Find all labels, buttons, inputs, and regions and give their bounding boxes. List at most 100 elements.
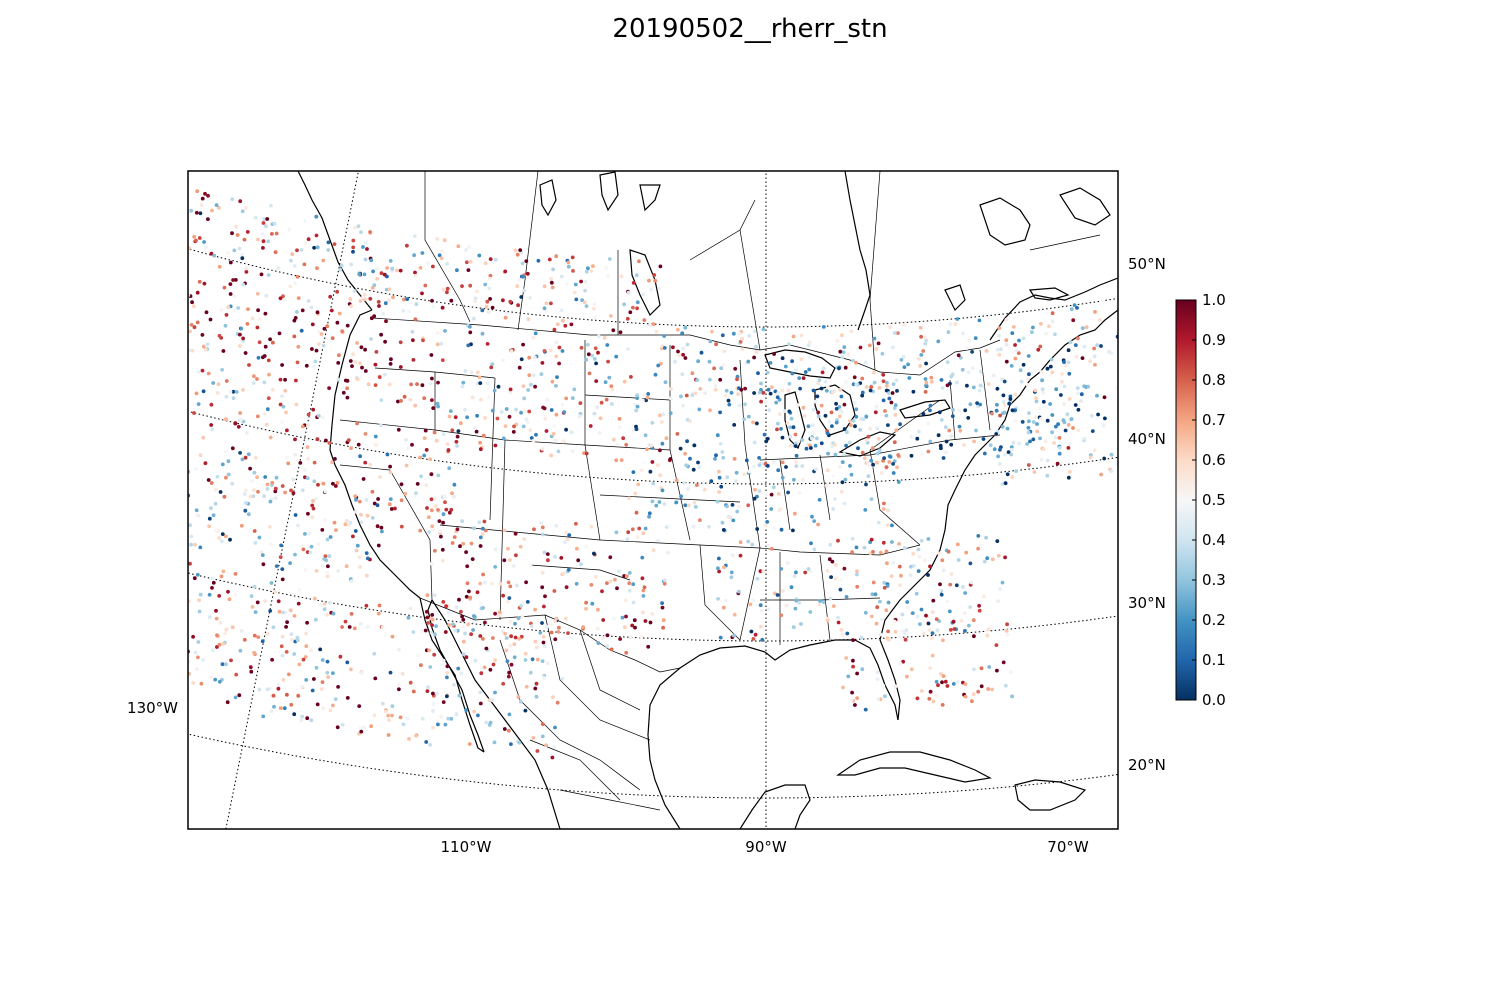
station-point (508, 619, 513, 624)
station-point (645, 447, 649, 452)
station-point (709, 479, 714, 484)
station-point (311, 506, 316, 511)
station-point (1001, 393, 1006, 398)
station-point (431, 691, 435, 696)
station-point (855, 696, 859, 700)
station-point (255, 377, 259, 381)
station-point (406, 446, 410, 451)
station-point (493, 658, 497, 662)
station-point (521, 384, 526, 388)
station-point (851, 418, 856, 423)
station-point (971, 385, 976, 390)
station-point (871, 550, 875, 554)
station-point (454, 439, 459, 444)
station-point (823, 379, 828, 384)
station-point (321, 415, 325, 420)
station-point (508, 299, 513, 304)
station-point (344, 564, 349, 569)
station-point (1009, 447, 1014, 452)
station-point (479, 671, 484, 676)
station-point (280, 484, 285, 488)
station-point (197, 598, 202, 603)
station-point (1002, 379, 1007, 384)
station-point (315, 437, 320, 442)
station-point (863, 610, 868, 615)
station-point (560, 403, 565, 407)
station-point (736, 392, 740, 396)
station-point (1076, 391, 1080, 395)
station-point (731, 331, 736, 336)
station-point (1093, 310, 1097, 314)
station-point (324, 558, 329, 563)
station-point (605, 581, 609, 585)
station-point (915, 614, 920, 619)
station-point (385, 266, 389, 270)
station-point (1088, 455, 1093, 460)
station-point (688, 456, 692, 461)
station-point (363, 257, 368, 262)
station-point (880, 351, 885, 356)
station-point (233, 278, 238, 282)
station-point (372, 651, 377, 656)
station-point (534, 681, 539, 686)
station-point (303, 532, 307, 536)
station-point (548, 622, 553, 627)
station-point (295, 248, 299, 253)
station-point (445, 675, 449, 680)
station-point (460, 384, 465, 389)
station-point (592, 306, 596, 311)
station-point (660, 441, 665, 446)
station-point (911, 551, 916, 556)
station-point (775, 593, 780, 597)
station-point (693, 505, 698, 509)
station-point (890, 391, 895, 395)
station-point (443, 500, 447, 505)
station-point (388, 464, 392, 469)
station-point (838, 464, 842, 469)
station-point (1093, 362, 1097, 367)
station-point (466, 622, 471, 627)
station-point (917, 554, 922, 559)
station-point (669, 387, 673, 391)
colorbar-tick-label: 1.0 (1202, 291, 1226, 309)
station-point (833, 452, 838, 457)
station-point (547, 257, 552, 262)
station-point (837, 414, 842, 419)
station-point (197, 279, 202, 284)
station-point (989, 624, 993, 629)
station-point (267, 524, 272, 529)
station-point (815, 436, 819, 441)
station-point (981, 594, 986, 599)
station-point (598, 416, 603, 421)
station-point (618, 637, 622, 641)
station-point (444, 507, 449, 512)
station-point (685, 417, 690, 422)
station-point (842, 402, 847, 407)
station-point (288, 608, 293, 613)
station-point (239, 629, 244, 633)
station-point (691, 467, 696, 472)
station-point (605, 644, 609, 648)
station-point (370, 286, 375, 290)
station-point (850, 690, 854, 695)
station-point (188, 561, 192, 566)
station-point (877, 448, 882, 453)
station-point (414, 491, 418, 496)
station-point (735, 509, 740, 514)
station-point (800, 438, 805, 442)
station-point (245, 230, 250, 234)
station-point (1004, 338, 1009, 343)
station-point (194, 391, 199, 396)
station-point (278, 296, 283, 301)
station-point (353, 509, 358, 514)
station-point (210, 648, 215, 653)
station-point (897, 564, 902, 569)
station-point (252, 374, 256, 379)
station-point (860, 390, 865, 395)
station-point (1080, 326, 1085, 330)
station-point (797, 491, 802, 495)
station-point (280, 577, 285, 582)
station-point (356, 224, 361, 229)
station-point (252, 529, 257, 533)
station-point (895, 389, 899, 393)
